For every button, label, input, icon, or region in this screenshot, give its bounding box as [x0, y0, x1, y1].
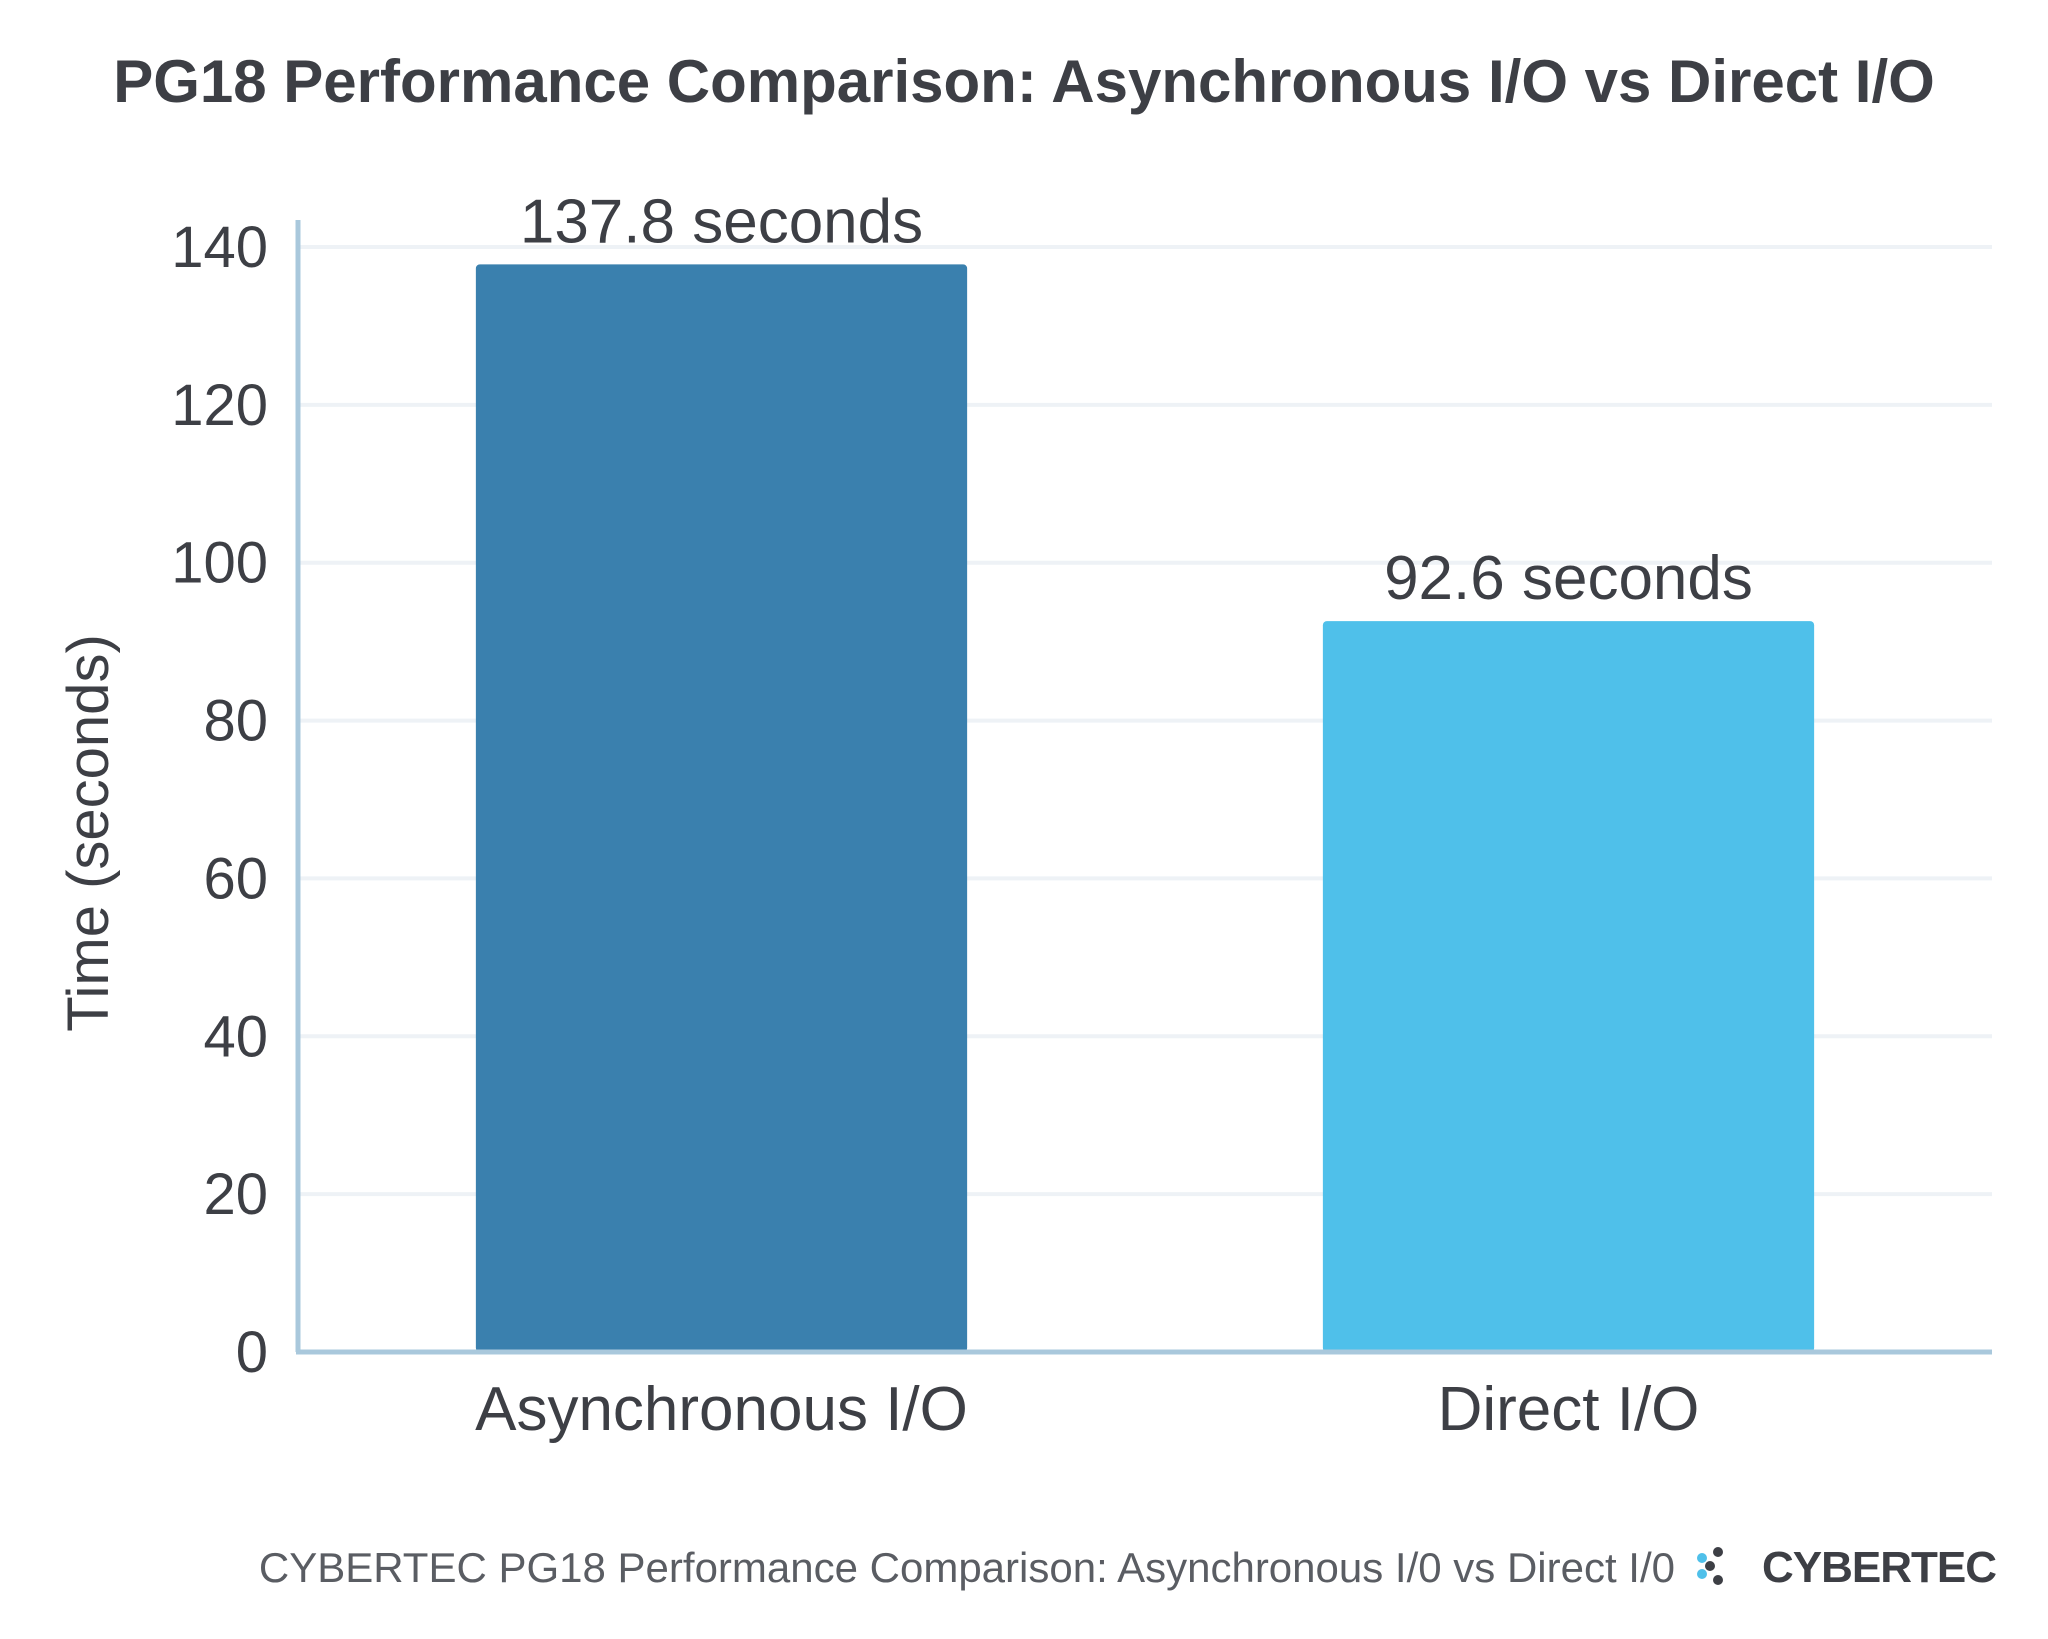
- chart-title: PG18 Performance Comparison: Asynchronou…: [113, 48, 1935, 115]
- data-label: 137.8 seconds: [520, 187, 923, 256]
- y-tick-label: 120: [171, 373, 268, 438]
- brand-name: CYBERTEC: [1762, 1543, 1996, 1592]
- y-axis-title: Time (seconds): [56, 634, 121, 1032]
- bars: [475, 264, 1815, 1353]
- y-tick-label: 0: [236, 1320, 268, 1385]
- cybertec-logo-icon: [1697, 1547, 1723, 1585]
- bar: [1322, 621, 1815, 1352]
- data-labels: 137.8 seconds 92.6 seconds: [520, 187, 1753, 613]
- footer: CYBERTEC PG18 Performance Comparison: As…: [259, 1543, 1997, 1592]
- y-tick-label: 80: [203, 689, 268, 754]
- y-tick-label: 60: [203, 846, 268, 911]
- x-category-label: Direct I/O: [1438, 1375, 1700, 1444]
- data-label: 92.6 seconds: [1384, 544, 1753, 613]
- y-tick-label: 140: [171, 215, 268, 280]
- x-axis-labels: Asynchronous I/O Direct I/O: [475, 1375, 1699, 1444]
- x-category-label: Asynchronous I/O: [475, 1375, 968, 1444]
- y-axis-ticks: 0 20 40 60 80 100 120 140: [171, 215, 268, 1385]
- y-tick-label: 20: [203, 1162, 268, 1227]
- y-tick-label: 40: [203, 1004, 268, 1069]
- footer-caption: CYBERTEC PG18 Performance Comparison: As…: [259, 1544, 1675, 1591]
- bar: [475, 264, 968, 1353]
- y-tick-label: 100: [171, 531, 268, 596]
